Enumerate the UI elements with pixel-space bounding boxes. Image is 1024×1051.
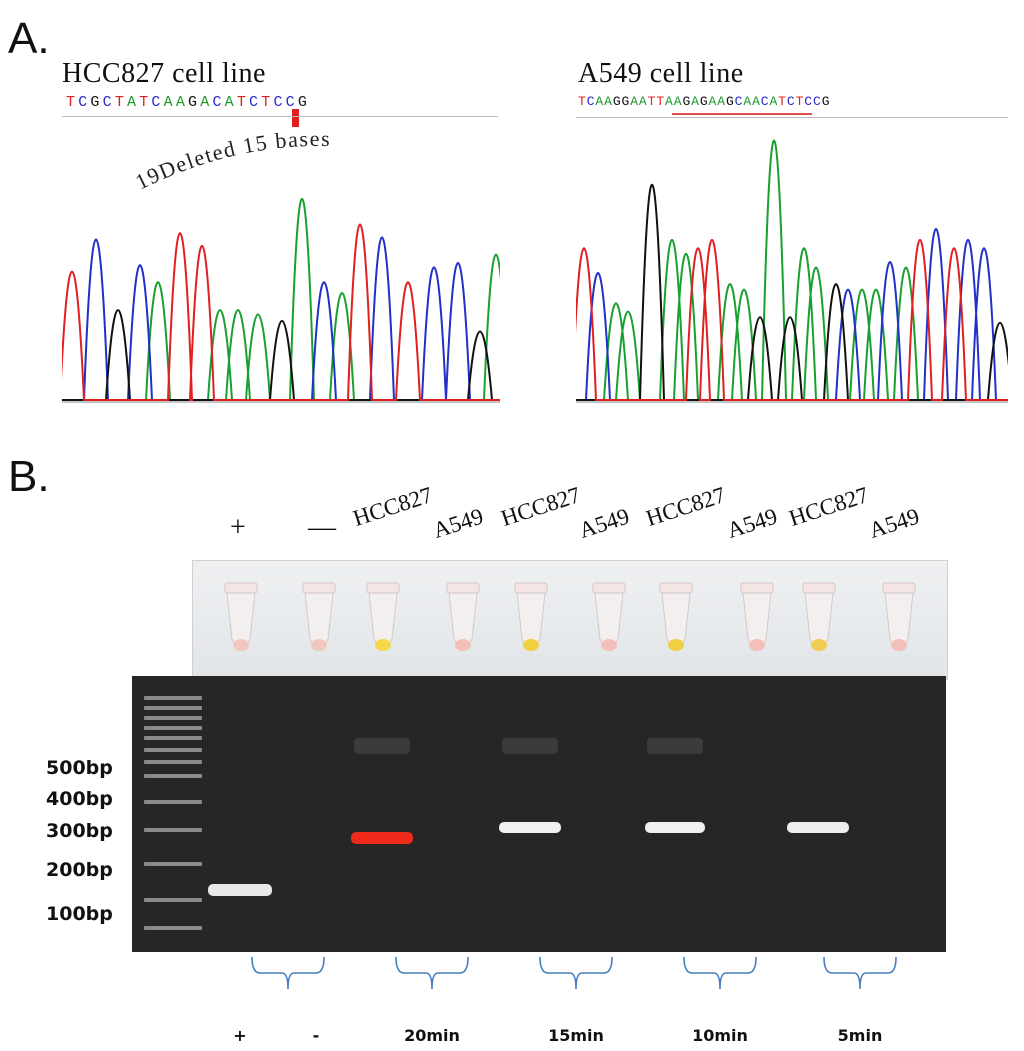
group-braces: [251, 956, 897, 990]
a549-sequence: TCAAGGAATTAAGAGAAGCAACATCTCCG: [578, 94, 831, 109]
hcc827-sequence: TCGCTATCAAGACATCTCCG: [66, 94, 311, 111]
seq-underline-right: [672, 113, 812, 115]
ladder-band: [144, 828, 202, 832]
tube: [514, 582, 548, 651]
gel-band: [499, 822, 561, 833]
lane-label: —: [308, 512, 336, 543]
ladder-band: [144, 774, 202, 778]
tube: [802, 582, 836, 651]
group-label: +: [233, 1026, 247, 1045]
tube: [446, 582, 480, 651]
ladder-label: 400bp: [46, 788, 113, 810]
seq-underline-left: [62, 116, 498, 117]
lane-label: A549: [865, 503, 923, 544]
lane-label: A549: [723, 503, 781, 544]
tube: [740, 582, 774, 651]
lane-label: A549: [429, 503, 487, 544]
tube: [224, 582, 258, 651]
gel-band: [645, 822, 705, 833]
ladder-band: [144, 748, 202, 752]
ladder-band: [144, 696, 202, 700]
ladder-band: [144, 926, 202, 930]
hcc827-chromatogram: [62, 197, 500, 403]
lane-label: A549: [575, 503, 633, 544]
ladder-label: 500bp: [46, 757, 113, 779]
ladder-band: [144, 800, 202, 804]
panel-b-letter: B.: [8, 452, 50, 501]
lane-label: HCC827: [349, 481, 436, 532]
gel-smear: [354, 738, 410, 754]
group-label: -: [312, 1026, 320, 1045]
a549-trace-title: A549 cell line: [578, 58, 744, 89]
ladder-band: [144, 760, 202, 764]
group-brace: [395, 956, 469, 990]
ladder-label: 100bp: [46, 903, 113, 925]
ladder-label: 300bp: [46, 820, 113, 842]
tube: [592, 582, 626, 651]
gel-smear: [647, 738, 703, 754]
tube: [882, 582, 916, 651]
group-brace: [251, 956, 325, 990]
group-brace: [683, 956, 757, 990]
gel-image: [132, 676, 946, 952]
lane-label: HCC827: [642, 481, 729, 532]
lane-label: HCC827: [785, 481, 872, 532]
tube: [366, 582, 400, 651]
tube-photo: [192, 560, 948, 680]
gel-band: [208, 884, 272, 896]
group-label: 10min: [692, 1026, 748, 1045]
tube: [659, 582, 693, 651]
seq-baseline-right: [576, 117, 1008, 118]
gel-smear: [502, 738, 558, 754]
ladder-band: [144, 706, 202, 710]
lane-label: HCC827: [497, 481, 584, 532]
panel-a-letter: A.: [8, 14, 50, 63]
deletion-annotation: 19Deleted 15 bases: [131, 126, 330, 195]
tube: [302, 582, 336, 651]
hcc827-trace-title: HCC827 cell line: [62, 58, 266, 89]
ladder-band: [144, 736, 202, 740]
ladder-band: [144, 726, 202, 730]
gel-band: [351, 832, 413, 844]
group-label: 20min: [404, 1026, 460, 1045]
gel-band: [787, 822, 849, 833]
a549-chromatogram: [576, 139, 1008, 403]
group-label: 15min: [548, 1026, 604, 1045]
ladder-band: [144, 716, 202, 720]
ladder-band: [144, 862, 202, 866]
group-label: 5min: [837, 1026, 883, 1045]
deletion-marker: [292, 109, 299, 127]
ladder-band: [144, 898, 202, 902]
group-brace: [823, 956, 897, 990]
ladder-label: 200bp: [46, 859, 113, 881]
lane-label: +: [230, 512, 246, 543]
group-brace: [539, 956, 613, 990]
